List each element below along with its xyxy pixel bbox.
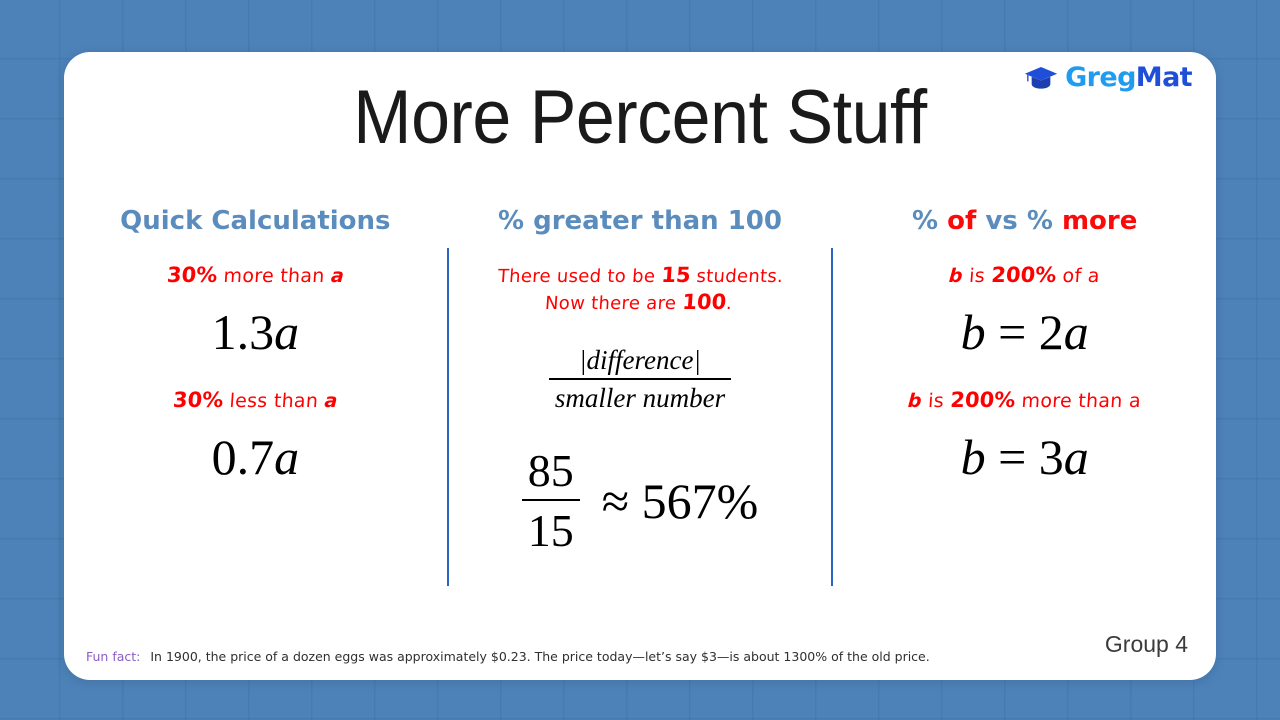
statement-line-1-b: 15 <box>660 263 692 287</box>
gregmat-logo: GregMat <box>1024 62 1193 93</box>
column-heading-quick-calculations: Quick Calculations <box>120 206 391 236</box>
note-b-of-pct: 200% <box>990 263 1058 287</box>
note-students-statement: There used to be 15 students. Now there … <box>496 262 785 315</box>
note-30-percent-less: 30% less than a <box>172 387 339 414</box>
note-b-of-rest: of a <box>1055 265 1101 287</box>
note-30-percent-less-prefix: 30% <box>172 387 225 412</box>
formula-0-7a-var: a <box>274 428 300 485</box>
example-result: ≈ 567% <box>602 476 759 526</box>
note-30-percent-more-prefix: 30% <box>165 263 218 287</box>
logo-text-mat: Mat <box>1135 62 1193 93</box>
formula-b-2a-var: a <box>1063 303 1089 360</box>
logo-wordmark: GregMat <box>1065 62 1193 93</box>
statement-line-2-a: Now there are <box>544 292 684 314</box>
formula-b-equals-3a: b = 3a <box>961 432 1089 482</box>
column-percent-greater-than-100: % greater than 100 There used to be 15 s… <box>449 206 832 606</box>
statement-line-1-a: There used to be <box>497 266 663 287</box>
example-calculation: 85 15 ≈ 567% <box>521 444 759 557</box>
note-30-percent-more-var: a <box>329 265 345 287</box>
note-b-more-pct: 200% <box>949 387 1017 412</box>
note-b-is-200-of-a: b is 200% of a <box>948 262 1101 289</box>
statement-line-1: There used to be 15 students. <box>497 263 785 287</box>
example-numerator: 85 <box>527 445 574 496</box>
heading-of: of <box>947 206 977 236</box>
formula-percent-change-denominator: smaller number <box>548 378 732 414</box>
footer-fun-fact: Fun fact: In 1900, the price of a dozen e… <box>86 649 930 664</box>
formula-1-3a-var: a <box>274 303 300 360</box>
formula-percent-change: |difference| smaller number <box>548 345 732 414</box>
page-title: More Percent Stuff <box>353 75 927 160</box>
column-heading-percent-of-vs-more: % of vs % more <box>912 206 1137 236</box>
slide-card: GregMat More Percent Stuff Quick Calcula… <box>64 52 1216 680</box>
formula-1-3a-value: 1.3 <box>211 303 275 360</box>
statement-line-2-b: 100 <box>681 289 728 314</box>
column-percent-of-vs-more: % of vs % more b is 200% of a b = 2a b i… <box>833 206 1216 606</box>
note-30-percent-more: 30% more than a <box>166 262 345 289</box>
formula-b-3a-coef: 3 <box>1038 428 1064 485</box>
note-b-is-200-more-than-a: b is 200% more than a <box>907 387 1142 414</box>
statement-line-1-c: students. <box>690 266 785 287</box>
example-fraction: 85 15 <box>521 444 580 557</box>
formula-0-7a: 0.7a <box>212 432 300 482</box>
fun-fact-text: In 1900, the price of a dozen eggs was a… <box>150 649 930 664</box>
formula-b-3a-eq: = <box>985 428 1039 485</box>
formula-b-3a-lhs: b <box>960 428 986 485</box>
note-b-more-is: is <box>921 389 952 412</box>
note-30-percent-less-var: a <box>323 389 339 412</box>
statement-line-2-c: . <box>725 292 734 314</box>
example-result-value: 567% <box>641 472 759 529</box>
column-quick-calculations: Quick Calculations 30% more than a 1.3a … <box>64 206 447 606</box>
fun-fact-label: Fun fact: <box>86 649 141 664</box>
example-denominator: 15 <box>521 499 580 557</box>
note-b-more-rest: more than a <box>1014 389 1142 412</box>
formula-b-2a-lhs: b <box>960 303 986 360</box>
formula-b-equals-2a: b = 2a <box>961 307 1089 357</box>
statement-line-2: Now there are 100. <box>544 289 734 314</box>
heading-pct-1: % <box>912 206 948 236</box>
graduation-cap-icon <box>1024 66 1058 89</box>
note-30-percent-more-body: more than <box>216 265 332 287</box>
divider-right <box>831 248 834 586</box>
note-30-percent-less-body: less than <box>222 389 326 412</box>
note-b-of-is: is <box>962 265 993 287</box>
columns-container: Quick Calculations 30% more than a 1.3a … <box>64 206 1216 606</box>
heading-vs: vs % <box>976 206 1062 236</box>
column-heading-percent-greater-than-100: % greater than 100 <box>498 206 782 236</box>
formula-b-2a-coef: 2 <box>1038 303 1064 360</box>
group-label: Group 4 <box>1104 631 1188 657</box>
example-operator: ≈ <box>601 472 630 529</box>
formula-1-3a: 1.3a <box>212 307 300 357</box>
divider-left <box>446 248 449 586</box>
formula-percent-change-numerator: |difference| <box>579 345 701 375</box>
formula-b-2a-eq: = <box>985 303 1039 360</box>
logo-text-greg: Greg <box>1065 62 1136 93</box>
heading-more: more <box>1061 206 1138 236</box>
formula-0-7a-value: 0.7 <box>211 428 275 485</box>
formula-b-3a-var: a <box>1063 428 1089 485</box>
